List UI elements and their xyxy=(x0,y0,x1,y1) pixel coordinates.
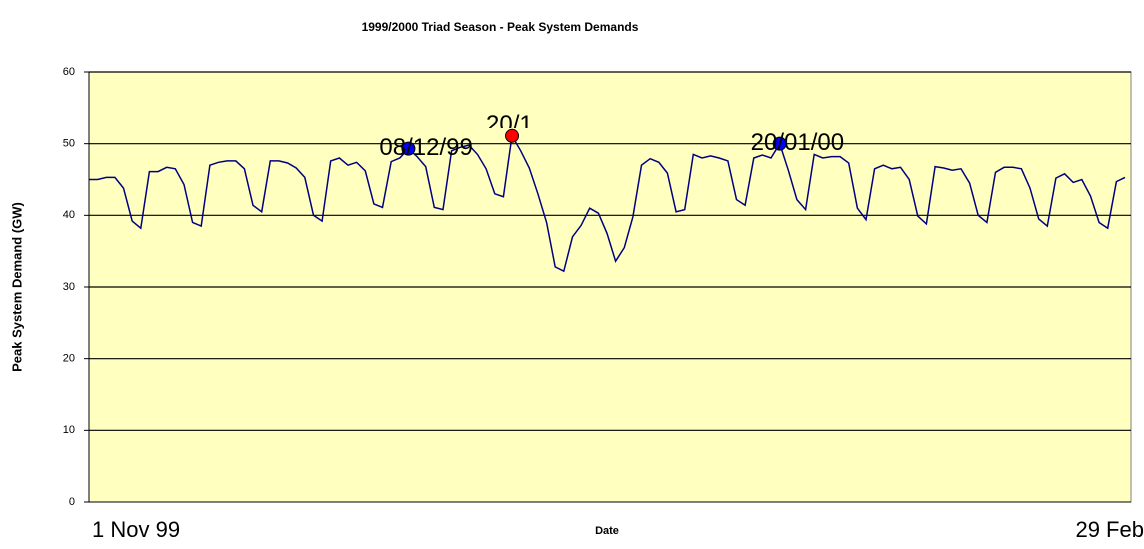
triad-label: 08/12/99 xyxy=(379,134,472,161)
chart-title: 1999/2000 Triad Season - Peak System Dem… xyxy=(362,20,639,34)
triad-label: 20/1 xyxy=(486,111,533,138)
x-tick-label: 1 Nov 99 xyxy=(92,517,180,542)
y-tick-label: 10 xyxy=(63,424,75,436)
y-axis-label: Peak System Demand (GW) xyxy=(9,202,24,372)
triad-marker xyxy=(505,128,520,143)
y-tick-label: 40 xyxy=(63,209,75,221)
y-tick-label: 30 xyxy=(63,281,75,293)
triad-marker xyxy=(401,141,416,156)
triad-label: 20/01/00 xyxy=(751,129,844,156)
y-tick-label: 20 xyxy=(63,353,75,365)
y-tick-label: 0 xyxy=(69,496,75,508)
y-tick-label: 60 xyxy=(63,66,75,78)
triad-marker xyxy=(772,136,787,151)
x-tick-label: 29 Feb 00 xyxy=(1075,517,1144,542)
demand-line xyxy=(89,133,1126,273)
x-axis-label: Date xyxy=(595,525,619,537)
y-tick-label: 50 xyxy=(63,138,75,150)
